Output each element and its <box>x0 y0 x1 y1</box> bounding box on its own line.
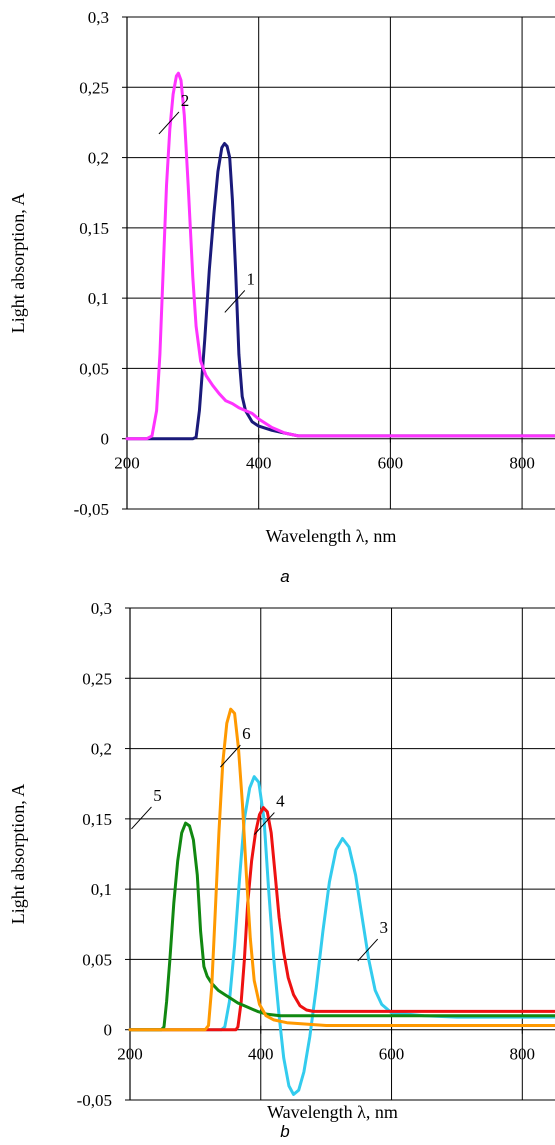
y-tick-label: 0,05 <box>82 950 112 969</box>
y-tick-label: 0,25 <box>82 669 112 688</box>
y-tick-label: 0,05 <box>79 359 109 378</box>
curve-label-1: 1 <box>247 269 256 288</box>
series-line-4 <box>128 806 555 1032</box>
series-line-5 <box>128 821 555 1032</box>
annotation-leader-6 <box>220 744 241 768</box>
y-tick-label: 0,2 <box>88 149 109 168</box>
x-tick-label: 200 <box>114 454 140 473</box>
y-tick-label: 0 <box>104 1021 113 1040</box>
y-tick-label: -0,05 <box>74 500 109 519</box>
x-tick-label: 200 <box>117 1045 143 1064</box>
y-tick-label: -0,05 <box>77 1091 112 1110</box>
y-tick-label: 0,25 <box>79 78 109 97</box>
series-line-2 <box>125 71 555 441</box>
y-tick-label: 0 <box>101 430 110 449</box>
curve-label-4: 4 <box>276 792 285 811</box>
annotation-leader-5 <box>131 806 152 830</box>
y-tick-label: 0,3 <box>91 599 112 618</box>
panel-b: -0,05 0 0,05 0,1 0,15 0,2 0,25 0,3 200 400 600 800 5… <box>8 599 555 1141</box>
y-axis-title: Light absorption, A <box>8 193 28 334</box>
annotation-leader-4 <box>254 812 275 835</box>
panel-caption: b <box>280 1122 289 1141</box>
x-tick-label: 600 <box>378 454 404 473</box>
curve-label-3: 3 <box>379 918 388 937</box>
y-axis-title: Light absorption, A <box>8 784 28 925</box>
annotation-leader-1 <box>224 290 246 313</box>
y-tick-label: 0,15 <box>79 219 109 238</box>
curve-label-2: 2 <box>181 91 190 110</box>
y-tick-label: 0,2 <box>91 740 112 759</box>
x-axis-title: Wavelength λ, nm <box>266 526 397 546</box>
panel-a: -0,05 0 0,05 0,1 0,15 0,2 0,25 0,3 200 400 600 800 2… <box>8 8 555 586</box>
curve-label-5: 5 <box>153 786 162 805</box>
annotation-leader-2 <box>158 111 180 135</box>
x-tick-label: 800 <box>509 454 535 473</box>
curve-label-6: 6 <box>242 724 251 743</box>
x-tick-label: 800 <box>510 1045 536 1064</box>
x-tick-label: 400 <box>248 1045 274 1064</box>
y-tick-label: 0,1 <box>91 880 112 899</box>
annotation-leader-3 <box>357 938 379 962</box>
x-tick-label: 600 <box>379 1045 405 1064</box>
y-tick-label: 0,3 <box>88 8 109 27</box>
y-tick-label: 0,15 <box>82 810 112 829</box>
series-line-6 <box>128 707 555 1032</box>
y-tick-label: 0,1 <box>88 289 109 308</box>
x-axis-title: Wavelength λ, nm <box>267 1102 398 1122</box>
x-tick-label: 400 <box>246 454 272 473</box>
panel-caption: a <box>280 567 289 586</box>
